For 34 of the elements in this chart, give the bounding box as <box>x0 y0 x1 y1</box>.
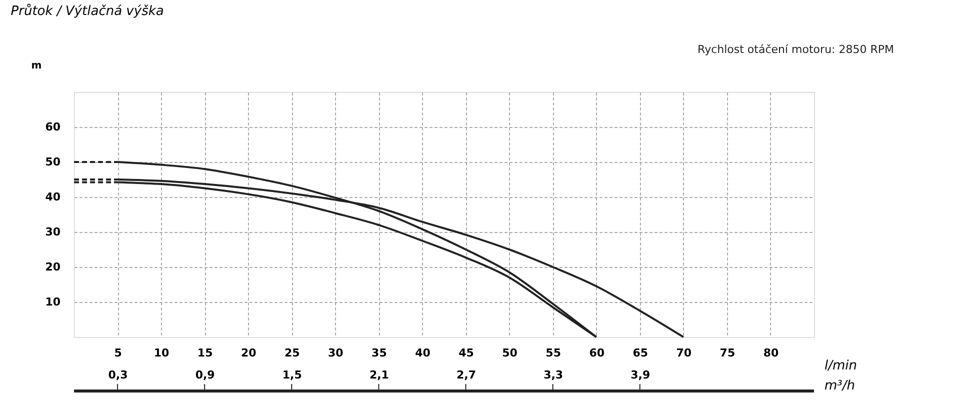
x-tick-label: 55 <box>546 346 561 360</box>
x-tick-label: 20 <box>240 346 257 360</box>
text: Rychlost otáčení motoru: 2850 RPM <box>698 43 894 56</box>
x-tick-label: 40 <box>415 346 431 360</box>
y-tick-label: 40 <box>45 190 61 204</box>
y-tick-label: 10 <box>45 296 61 308</box>
x-tick-label: 80 <box>763 346 779 360</box>
x-tick-label: 70 <box>676 346 692 360</box>
x2-tick-label: 1,5 <box>282 368 302 382</box>
x-tick-label: 65 <box>632 346 648 360</box>
y-tick-label: 20 <box>45 260 61 274</box>
chart-title: Průtok / Výtlačná výška <box>10 3 164 19</box>
x2-tick-label: 2,7 <box>456 368 476 382</box>
x2-tick-label: 0,9 <box>195 368 215 382</box>
x-tick-label: 75 <box>720 346 736 360</box>
y-tick-label: 30 <box>45 226 61 238</box>
x2-tick-label: 2,1 <box>369 368 389 382</box>
y-axis-title: m <box>31 60 42 72</box>
x-tick-label: 50 <box>502 346 518 360</box>
x-tick-label: 25 <box>284 346 300 360</box>
y-tick-label: 60 <box>45 120 61 134</box>
x-tick-label: 30 <box>328 346 344 360</box>
x2-axis-title: m³/h <box>824 378 855 394</box>
x2-tick-label: 3,9 <box>630 368 650 382</box>
x2-tick-label: 0,3 <box>108 368 128 382</box>
x-tick-label: 45 <box>458 346 474 360</box>
x-axis-title: l/min <box>824 358 858 374</box>
y-tick-label: 50 <box>45 156 61 168</box>
x-tick-label: 15 <box>197 346 213 360</box>
x-tick-label: 5 <box>114 346 122 360</box>
x-tick-label: 35 <box>372 346 387 360</box>
x-tick-label: 10 <box>154 346 170 360</box>
x-tick-label: 60 <box>589 346 605 360</box>
x2-tick-label: 3,3 <box>544 368 564 382</box>
